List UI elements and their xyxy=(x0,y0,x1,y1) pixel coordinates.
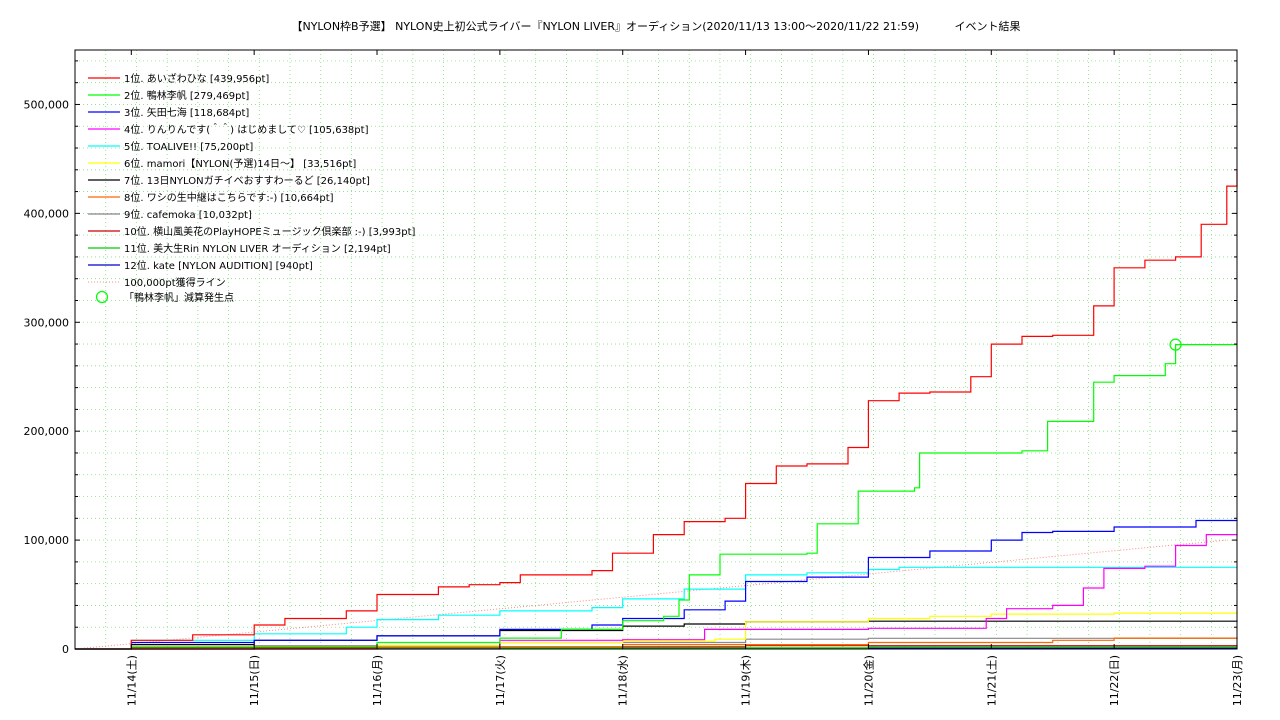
reference-line-layer xyxy=(74,539,1227,650)
x-tick-label: 11/19(木) xyxy=(740,655,753,706)
marker-layer xyxy=(1169,338,1182,351)
legend-label: 9位. cafemoka [10,032pt] xyxy=(124,208,252,221)
legend-label-marker: 「鴨林李帆」減算発生点 xyxy=(124,291,234,304)
y-tick-label: 0 xyxy=(62,643,69,656)
x-tick-label: 11/18(水) xyxy=(617,655,630,706)
legend-label: 3位. 矢田七海 [118,684pt] xyxy=(124,106,249,119)
series-line xyxy=(75,534,1238,650)
series-line xyxy=(75,169,1238,650)
x-tick-label: 11/20(金) xyxy=(861,655,875,706)
x-tick-label: 11/14(土) xyxy=(125,655,138,706)
deduction-marker xyxy=(1169,338,1182,351)
legend-label: 5位. TOALIVE!! [75,200pt] xyxy=(124,140,253,153)
axis-ticks: 0 100,000 200,000 300,000 400,000 500,000 11/1… xyxy=(24,50,1244,706)
y-tick-label: 100,000 xyxy=(24,534,70,547)
y-tick-label: 200,000 xyxy=(24,425,70,438)
legend-label: 1位. あいざわひな [439,956pt] xyxy=(124,72,269,85)
x-tick-label: 11/15(日) xyxy=(248,655,261,706)
x-tick-label: 11/23(月) xyxy=(1231,655,1244,706)
series-line xyxy=(75,566,1238,650)
series-line xyxy=(75,519,1238,650)
y-tick-label: 400,000 xyxy=(24,207,70,220)
legend-label: 10位. 横山風美花のPlayHOPEミュージック倶楽部 :-) [3,993p… xyxy=(124,225,416,238)
chart-title: 【NYLON枠B予選】 NYLON史上初公式ライバー『NYLON LIVER』オ… xyxy=(291,19,1020,33)
x-tick-label: 11/17(火) xyxy=(494,655,507,706)
legend-label: 7位. 13日NYLONガチイベおすすわーるど [26,140pt] xyxy=(124,174,370,187)
legend-label-reference: 100,000pt獲得ライン xyxy=(124,276,226,289)
series-line xyxy=(75,344,1237,650)
legend-label: 12位. kate [NYLON AUDITION] [940pt] xyxy=(124,259,313,272)
chart-title-suffix: イベント結果 xyxy=(955,19,1021,33)
plot-frame xyxy=(74,49,1238,650)
legend-label: 6位. mamori【NYLON(予選)14日〜】 [33,516pt] xyxy=(124,157,356,170)
legend-label: 11位. 美大生Rin NYLON LIVER オーディション [2,194pt… xyxy=(124,242,391,255)
x-tick-label: 11/16(月) xyxy=(371,655,384,706)
legend-label: 8位. ワシの生中継はこちらです:-) [10,664pt] xyxy=(124,191,334,204)
chart-title-main: 【NYLON枠B予選】 NYLON史上初公式ライバー『NYLON LIVER』オ… xyxy=(291,19,919,33)
y-tick-label: 500,000 xyxy=(24,98,70,111)
grid xyxy=(75,50,1237,649)
legend-label: 4位. りんりんです(＾＾) はじめまして♡ [105,638pt] xyxy=(124,122,369,136)
legend: 1位. あいざわひな [439,956pt] 2位. 鴨林李帆 [279,469p… xyxy=(88,72,416,304)
reference-line-100000 xyxy=(74,539,1227,650)
x-tick-label: 11/22(日) xyxy=(1108,655,1121,706)
x-tick-label: 11/21(土) xyxy=(985,655,998,706)
legend-marker-icon xyxy=(95,290,109,304)
y-tick-label: 300,000 xyxy=(24,316,70,329)
legend-label: 2位. 鴨林李帆 [279,469pt] xyxy=(124,89,249,102)
